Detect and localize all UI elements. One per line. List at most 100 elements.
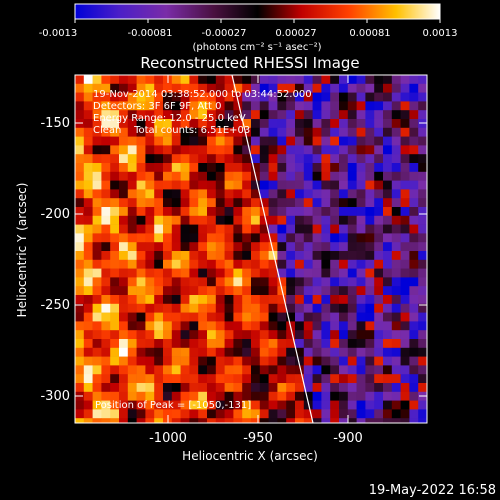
image-pixel: [136, 136, 146, 146]
image-pixel: [207, 383, 217, 393]
image-pixel: [92, 383, 102, 393]
image-pixel: [356, 215, 366, 225]
image-pixel: [110, 233, 120, 243]
image-pixel: [92, 295, 102, 305]
image-pixel: [101, 347, 111, 357]
image-pixel: [224, 171, 234, 181]
image-pixel: [365, 101, 375, 111]
image-pixel: [312, 365, 322, 375]
image-pixel: [215, 136, 225, 146]
image-pixel: [136, 259, 146, 269]
image-pixel: [303, 418, 313, 423]
image-pixel: [154, 312, 164, 322]
image-pixel: [145, 119, 155, 129]
image-pixel: [83, 303, 93, 313]
image-pixel: [101, 163, 111, 173]
image-pixel: [136, 321, 146, 331]
image-pixel: [119, 101, 129, 111]
image-pixel: [383, 374, 393, 384]
image-pixel: [198, 347, 208, 357]
image-pixel: [198, 215, 208, 225]
image-pixel: [347, 339, 357, 349]
image-pixel: [189, 215, 199, 225]
image-pixel: [277, 321, 287, 331]
image-pixel: [295, 400, 305, 410]
image-pixel: [233, 224, 243, 234]
image-pixel: [154, 303, 164, 313]
image-pixel: [75, 92, 85, 102]
image-pixel: [312, 154, 322, 164]
image-pixel: [110, 163, 120, 173]
image-pixel: [365, 286, 375, 296]
image-pixel: [409, 110, 419, 120]
image-pixel: [119, 418, 129, 423]
image-pixel: [224, 400, 234, 410]
image-pixel: [180, 259, 190, 269]
image-pixel: [136, 268, 146, 278]
image-pixel: [347, 321, 357, 331]
image-pixel: [233, 339, 243, 349]
image-pixel: [303, 251, 313, 261]
image-pixel: [171, 321, 181, 331]
image-pixel: [92, 259, 102, 269]
image-pixel: [92, 189, 102, 199]
image-pixel: [383, 92, 393, 102]
image-pixel: [92, 242, 102, 252]
image-pixel: [356, 233, 366, 243]
image-pixel: [233, 83, 243, 93]
image-pixel: [180, 119, 190, 129]
image-pixel: [268, 119, 278, 129]
image-pixel: [136, 400, 146, 410]
image-pixel: [198, 242, 208, 252]
info-time: 19-Nov-2014 03:38:52.000 to 03:44:52.000: [93, 89, 312, 100]
image-pixel: [347, 251, 357, 261]
image-pixel: [127, 418, 137, 423]
image-pixel: [339, 251, 349, 261]
image-pixel: [259, 374, 269, 384]
image-pixel: [75, 418, 85, 423]
image-pixel: [286, 92, 296, 102]
image-pixel: [418, 330, 427, 340]
image-pixel: [171, 312, 181, 322]
image-pixel: [391, 374, 401, 384]
image-pixel: [145, 251, 155, 261]
image-pixel: [321, 312, 331, 322]
image-pixel: [277, 198, 287, 208]
image-pixel: [418, 171, 427, 181]
image-pixel: [303, 295, 313, 305]
image-pixel: [101, 119, 111, 129]
image-pixel: [312, 303, 322, 313]
image-pixel: [391, 286, 401, 296]
image-pixel: [259, 259, 269, 269]
image-pixel: [224, 145, 234, 155]
image-pixel: [242, 171, 252, 181]
image-pixel: [356, 163, 366, 173]
image-pixel: [101, 83, 111, 93]
image-pixel: [286, 391, 296, 401]
image-pixel: [409, 383, 419, 393]
image-pixel: [207, 295, 217, 305]
image-pixel: [180, 215, 190, 225]
image-pixel: [259, 268, 269, 278]
image-pixel: [365, 119, 375, 129]
image-pixel: [233, 189, 243, 199]
image-pixel: [163, 391, 173, 401]
image-pixel: [295, 418, 305, 423]
image-pixel: [233, 303, 243, 313]
image-pixel: [189, 136, 199, 146]
image-pixel: [259, 347, 269, 357]
image-pixel: [268, 339, 278, 349]
image-pixel: [339, 321, 349, 331]
image-pixel: [180, 400, 190, 410]
image-pixel: [180, 277, 190, 287]
image-pixel: [409, 295, 419, 305]
image-pixel: [391, 259, 401, 269]
image-pixel: [163, 198, 173, 208]
image-pixel: [127, 171, 137, 181]
image-pixel: [207, 198, 217, 208]
image-pixel: [119, 189, 129, 199]
image-pixel: [251, 312, 261, 322]
image-pixel: [189, 189, 199, 199]
image-pixel: [163, 215, 173, 225]
image-pixel: [198, 110, 208, 120]
